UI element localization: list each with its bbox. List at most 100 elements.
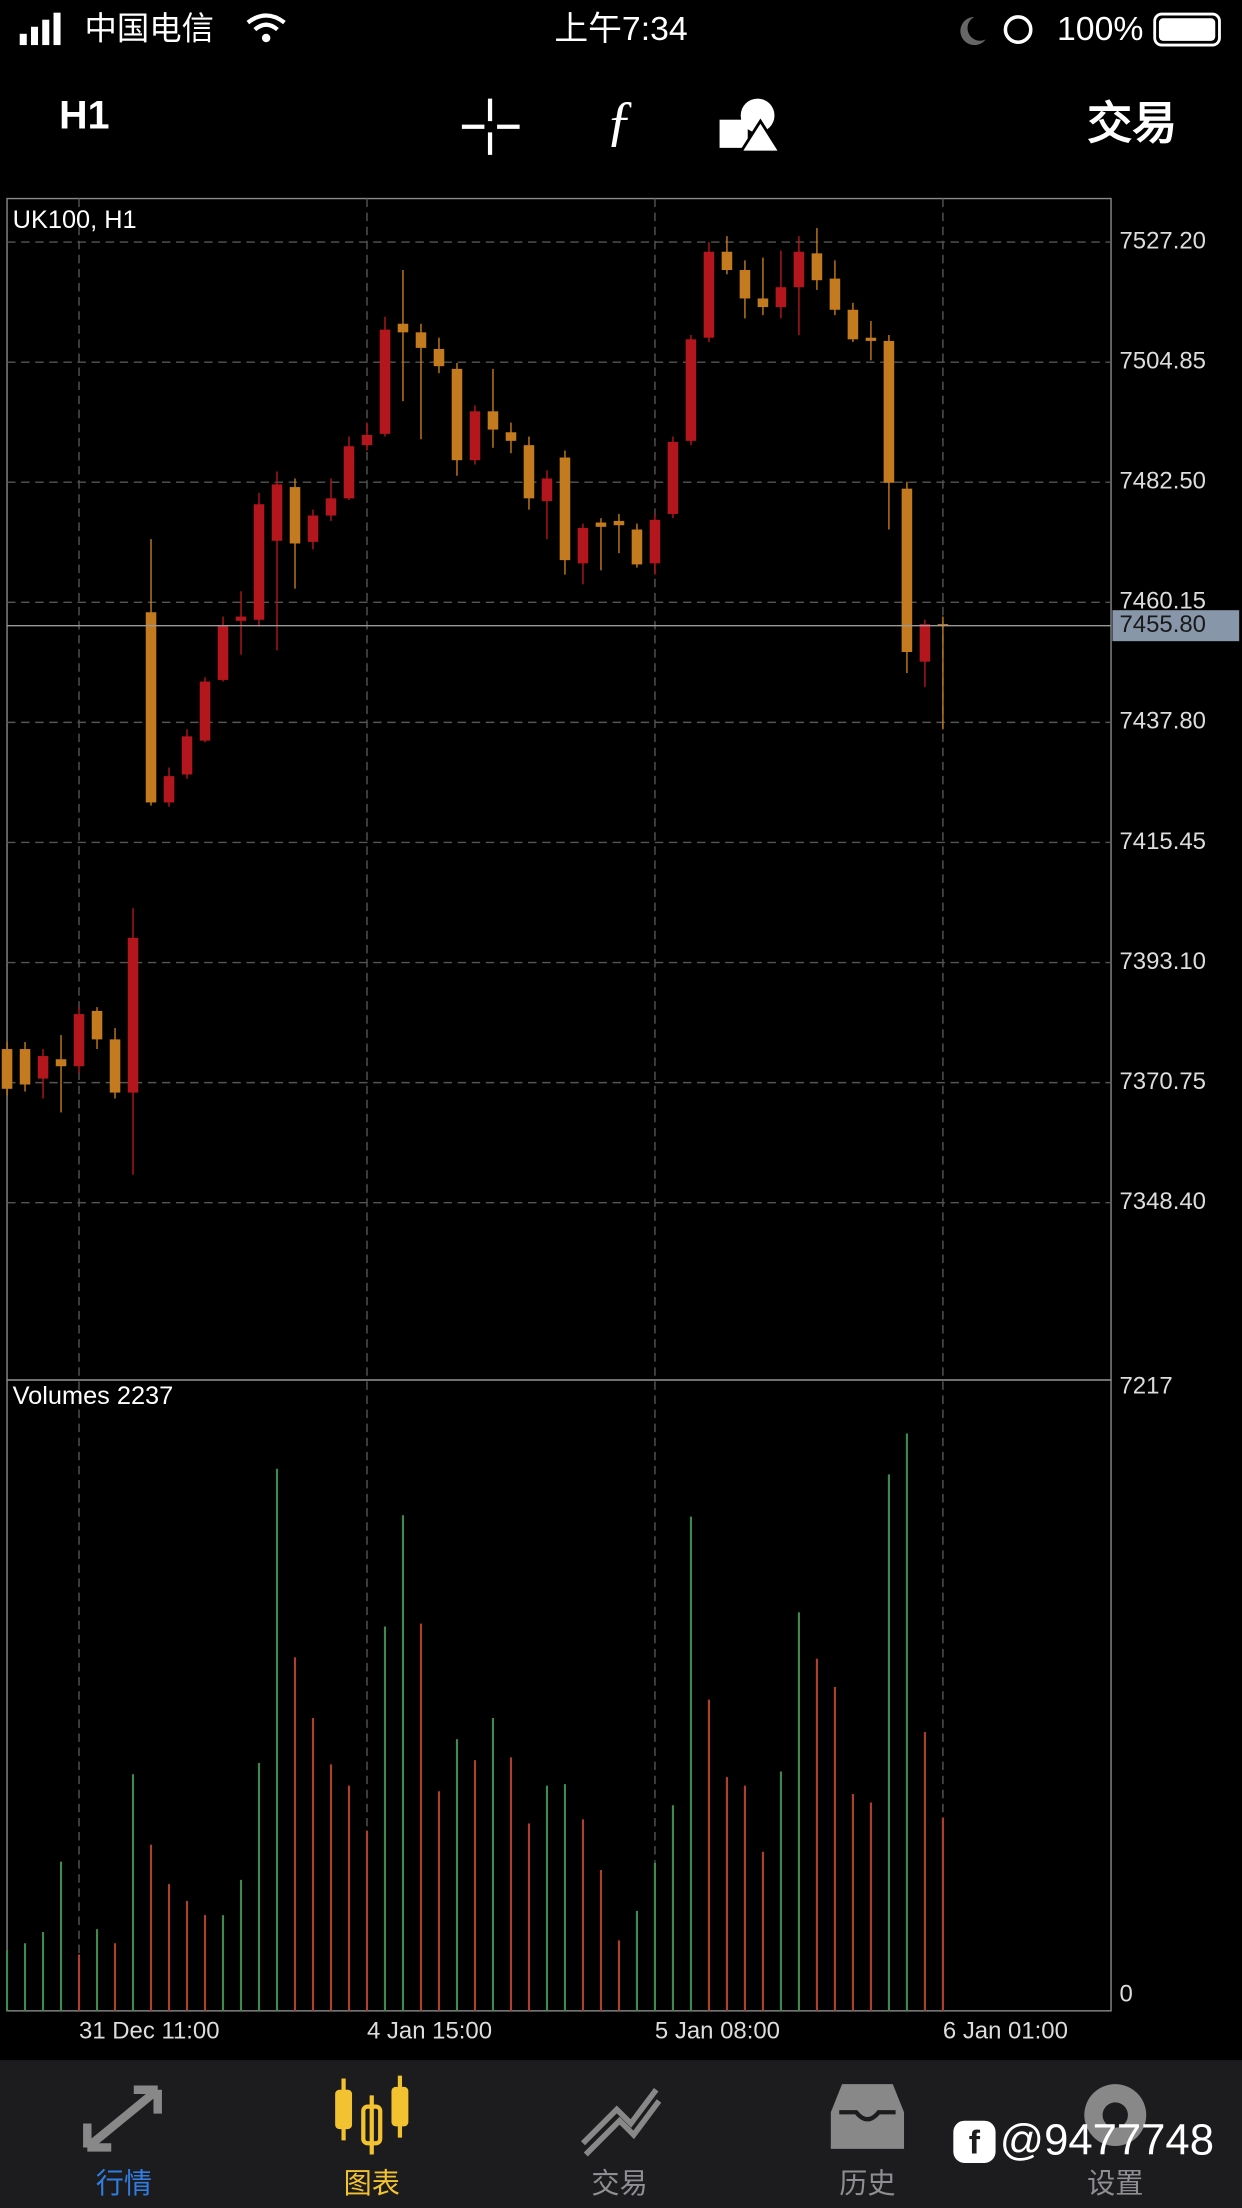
- tab-trade[interactable]: 交易: [580, 2088, 662, 2199]
- candle-body: [397, 323, 409, 333]
- tab-icon: [580, 2088, 662, 2157]
- tab-label: 历史: [839, 2168, 895, 2199]
- candle-body: [775, 287, 787, 308]
- chart-title: UK100, H1: [13, 206, 137, 234]
- carrier: 中国电信: [84, 11, 214, 47]
- y-tick-label: 7437.80: [1119, 708, 1205, 735]
- crosshair-button[interactable]: [461, 98, 520, 155]
- volume-panel-border: [6, 1379, 1112, 2012]
- tab-icon: [1102, 2102, 1128, 2128]
- objects-button[interactable]: [719, 98, 783, 154]
- timeframe-button[interactable]: H1: [59, 94, 109, 138]
- toolbar: H1 ƒ 交易: [59, 91, 1177, 155]
- tab-history[interactable]: 历史: [830, 2084, 905, 2199]
- watermark-text: @9477748: [1000, 2116, 1214, 2165]
- candle-body: [91, 1010, 103, 1040]
- candle-body: [811, 253, 823, 281]
- candle-body: [109, 1039, 121, 1093]
- x-tick-label: 6 Jan 01:00: [943, 2017, 1068, 2044]
- tab-label: 设置: [1087, 2168, 1143, 2199]
- candle-body: [127, 937, 139, 1093]
- candle-body: [829, 278, 841, 310]
- candle-body: [253, 504, 265, 620]
- candle-body: [721, 251, 733, 271]
- y-tick-label: 7527.20: [1119, 227, 1205, 254]
- candle-body: [883, 340, 895, 483]
- indicators-button[interactable]: ƒ: [606, 91, 634, 153]
- candle-body: [937, 624, 949, 626]
- watermark: f @9477748: [953, 2116, 1214, 2165]
- candle-body: [343, 446, 355, 499]
- candle-body: [847, 309, 859, 340]
- tab-icon: [830, 2084, 905, 2149]
- candle-body: [901, 488, 913, 653]
- signal-bar: [53, 12, 61, 46]
- battery-percent: 100%: [1057, 10, 1143, 48]
- candle-body: [559, 457, 571, 561]
- chart: 7527.20 7504.85 7482.50 7460.15 7437.80 7415.…: [1, 198, 1240, 2044]
- trade-button[interactable]: 交易: [1087, 98, 1177, 149]
- current-price-label: 7455.80: [1119, 611, 1205, 638]
- candle-body: [325, 498, 337, 516]
- candle-body: [271, 484, 283, 541]
- candle-body: [433, 348, 445, 367]
- tab-label: 图表: [344, 2168, 400, 2199]
- y-tick-label: 7482.50: [1119, 468, 1205, 495]
- x-tick-label: 4 Jan 15:00: [367, 2017, 492, 2044]
- objects-icon: [740, 98, 775, 133]
- tab-chart[interactable]: 图表: [335, 2075, 409, 2199]
- volume-label: Volumes: [13, 1382, 110, 1410]
- signal-bar: [42, 19, 50, 46]
- signal-bar: [19, 33, 27, 46]
- y-tick-label: 7370.75: [1119, 1068, 1205, 1095]
- candle-body: [793, 251, 805, 288]
- moon-icon: [960, 16, 986, 46]
- signal-bar: [30, 26, 39, 46]
- candle-body: [37, 1056, 49, 1079]
- volume-tick-label: 0: [1119, 1981, 1132, 2008]
- y-tick-label: 7348.40: [1119, 1188, 1205, 1215]
- battery-level: [1158, 18, 1216, 41]
- candle-body: [1, 1049, 13, 1089]
- candle-body: [451, 368, 463, 461]
- tab-markets[interactable]: 行情: [83, 2085, 162, 2199]
- candle-body: [667, 441, 679, 514]
- candle-body: [19, 1049, 31, 1085]
- candle-body: [523, 445, 535, 499]
- y-tick-label: 7393.10: [1119, 948, 1205, 975]
- candle-body: [703, 251, 715, 338]
- candle-body: [361, 434, 373, 446]
- candle-body: [163, 776, 175, 803]
- tab-settings[interactable]: 设置: [1084, 2084, 1147, 2199]
- candle-body: [865, 337, 877, 341]
- tab-icon: [83, 2085, 162, 2152]
- objects-icon: [738, 118, 783, 154]
- volume-current: 2237: [117, 1382, 173, 1410]
- candle-body: [145, 612, 157, 803]
- y-tick-label: 7415.45: [1119, 828, 1205, 855]
- candle-body: [541, 478, 553, 502]
- y-tick-label: 7504.85: [1119, 347, 1205, 374]
- rotation-lock-icon: [1003, 15, 1033, 45]
- tab-icon: [341, 2075, 403, 2155]
- candle-body: [595, 522, 607, 527]
- current-price-tag: [1112, 610, 1240, 642]
- candle-body: [199, 681, 211, 741]
- candle-body: [415, 332, 427, 348]
- status-bar: 中国电信 上午7:34 100%: [19, 10, 1221, 48]
- candle-body: [757, 298, 769, 308]
- watermark-logo: f: [969, 2124, 981, 2162]
- tab-bar: [0, 2060, 1242, 2208]
- tab-icon: [839, 2110, 896, 2122]
- wifi-icon: [246, 13, 286, 32]
- crosshair-icon: [461, 98, 520, 155]
- battery-icon: [1153, 12, 1221, 47]
- candle-body: [469, 411, 481, 461]
- candle-body: [379, 329, 391, 434]
- candle-body: [685, 339, 697, 441]
- volume-tick-label: 7217: [1119, 1372, 1172, 1399]
- candle-body: [235, 616, 247, 621]
- y-tick-label: 7460.15: [1119, 588, 1205, 615]
- candle-body: [181, 736, 193, 775]
